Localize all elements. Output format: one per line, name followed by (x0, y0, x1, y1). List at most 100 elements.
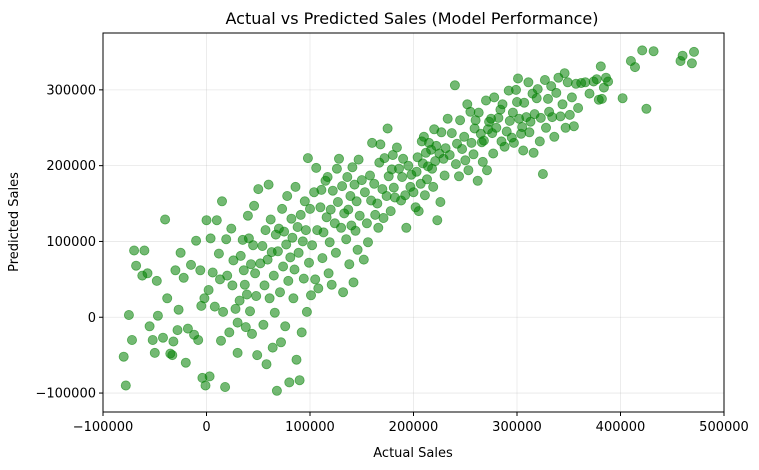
data-point (367, 137, 378, 148)
data-point (397, 171, 408, 182)
data-point (382, 123, 393, 134)
data-point (315, 202, 326, 213)
data-point (299, 196, 310, 207)
data-point (641, 103, 652, 114)
data-point (257, 240, 268, 251)
data-point (564, 109, 575, 120)
data-point (162, 293, 173, 304)
data-point (318, 227, 329, 238)
data-point (472, 175, 483, 186)
data-point (446, 128, 457, 139)
data-point (203, 284, 214, 295)
data-point (118, 351, 129, 362)
data-point (537, 168, 548, 179)
data-point (244, 306, 255, 317)
data-point (468, 149, 479, 160)
y-axis-label: Predicted Sales (7, 172, 22, 272)
data-point (481, 165, 492, 176)
data-point (353, 154, 364, 165)
data-point (272, 246, 283, 257)
data-point (195, 265, 206, 276)
x-tick-label: 500000 (699, 420, 749, 435)
data-point (372, 198, 383, 209)
data-point (142, 268, 153, 279)
data-point (375, 139, 386, 150)
data-point (562, 77, 573, 88)
data-point (648, 46, 659, 57)
data-point (686, 58, 697, 69)
data-point (261, 359, 272, 370)
data-point (123, 309, 134, 320)
data-point (534, 136, 545, 147)
data-point (265, 214, 276, 225)
data-point (258, 319, 269, 330)
data-point (557, 99, 568, 110)
data-point (204, 371, 215, 382)
data-point (603, 76, 614, 87)
data-point (435, 196, 446, 207)
data-point (238, 265, 249, 276)
data-point (508, 137, 519, 148)
data-point (239, 279, 250, 290)
data-point (215, 335, 226, 346)
data-point (297, 236, 308, 247)
data-point (519, 97, 530, 108)
data-point (497, 99, 508, 110)
data-point (252, 350, 263, 361)
data-point (439, 170, 450, 181)
data-point (220, 381, 231, 392)
data-point (444, 149, 455, 160)
data-point (560, 122, 571, 133)
data-point (387, 149, 398, 160)
data-point (491, 122, 502, 133)
data-point (436, 127, 447, 138)
data-point (332, 196, 343, 207)
data-point (580, 77, 591, 88)
data-point (463, 165, 474, 176)
data-point (232, 347, 243, 358)
data-point (559, 68, 570, 79)
data-point (235, 250, 246, 261)
data-point (546, 81, 557, 92)
data-point (325, 204, 336, 215)
data-point (317, 253, 328, 264)
grid (102, 33, 725, 412)
data-point (460, 155, 471, 166)
data-point (504, 115, 515, 126)
data-point (298, 273, 309, 284)
data-point (274, 287, 285, 298)
data-point (289, 264, 300, 275)
data-point (323, 268, 334, 279)
data-point (379, 153, 390, 164)
data-point (228, 255, 239, 266)
data-point (524, 127, 535, 138)
data-point (307, 240, 318, 251)
data-point (331, 163, 342, 174)
data-point (157, 332, 168, 343)
data-point (455, 115, 466, 126)
data-point (221, 234, 232, 245)
data-point (120, 380, 131, 391)
data-point (277, 203, 288, 214)
data-point (139, 245, 150, 256)
data-point (127, 334, 138, 345)
data-point (264, 293, 275, 304)
data-point (218, 306, 229, 317)
data-point (488, 148, 499, 159)
data-point (303, 257, 314, 268)
x-tick-label: −100000 (73, 420, 134, 435)
data-point (369, 178, 380, 189)
data-point (191, 235, 202, 246)
data-point (152, 310, 163, 321)
data-point (279, 226, 290, 237)
data-point (343, 204, 354, 215)
data-point (543, 93, 554, 104)
data-point (459, 131, 470, 142)
data-point (359, 187, 370, 198)
data-point (263, 179, 274, 190)
data-point (348, 277, 359, 288)
y-tick-label: 200000 (46, 159, 96, 174)
data-point (193, 334, 204, 345)
data-point (170, 265, 181, 276)
